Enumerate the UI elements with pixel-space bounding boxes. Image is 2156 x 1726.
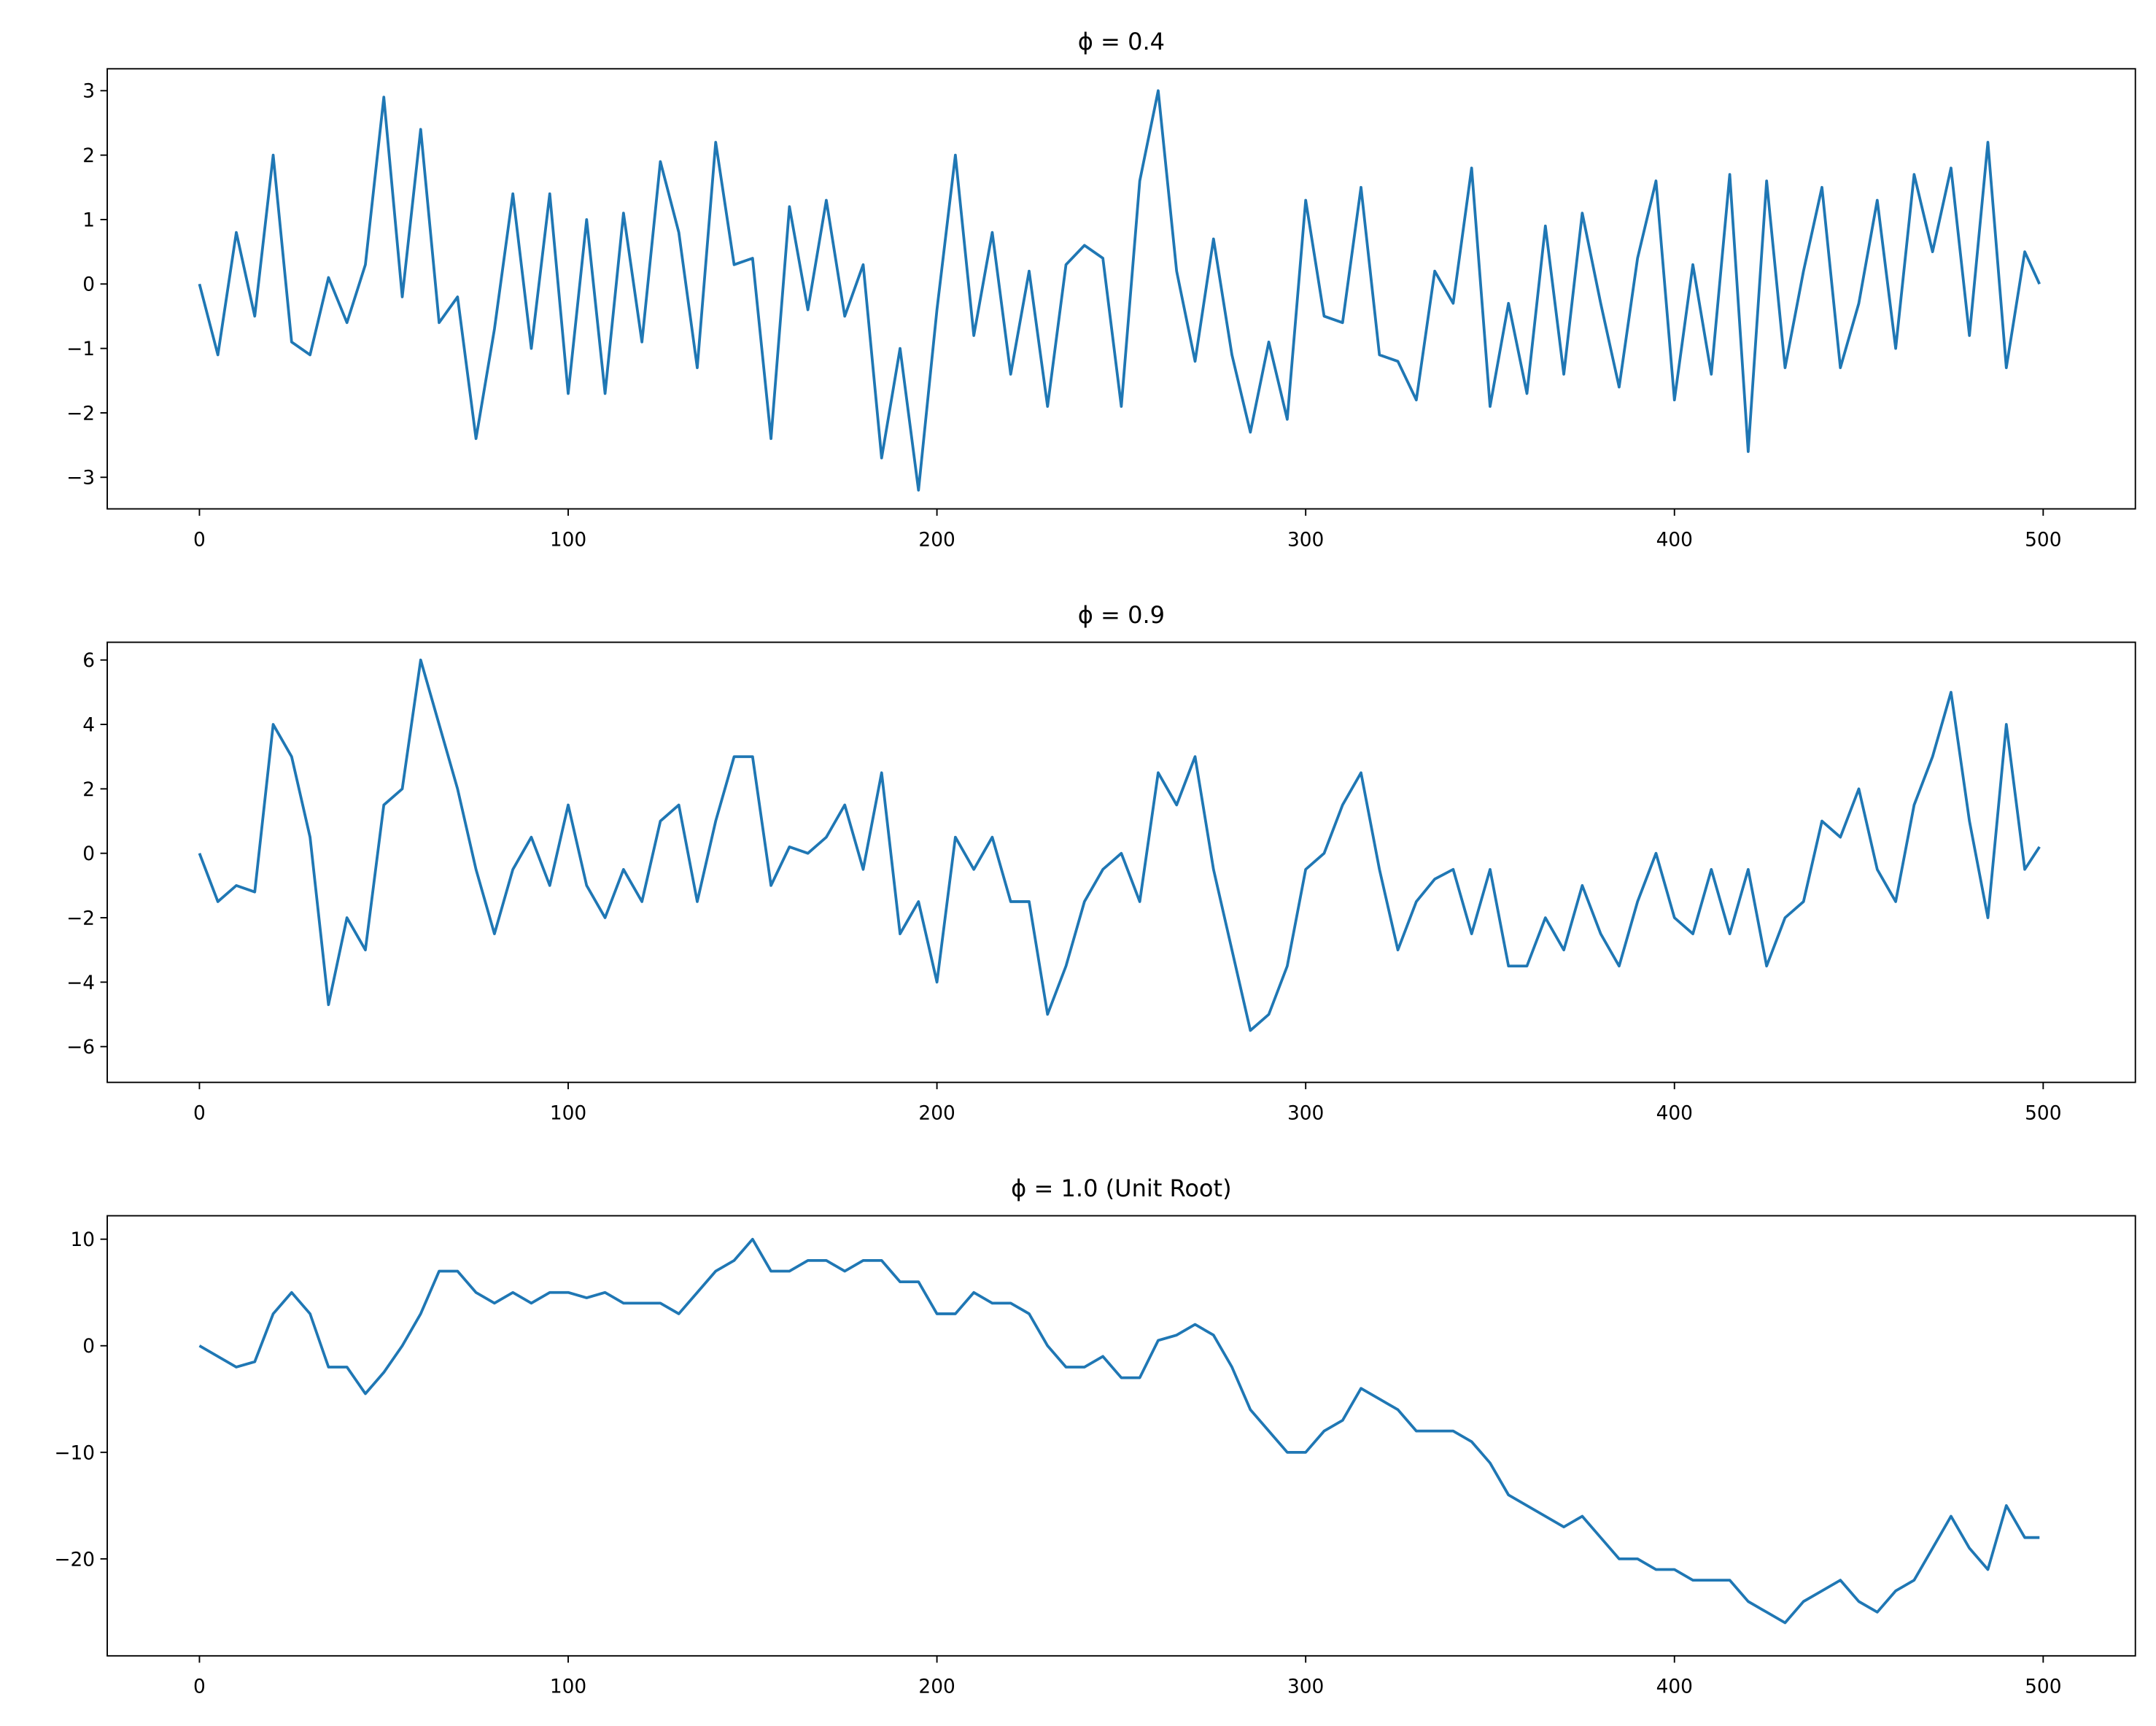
y-tick-label: 2 (82, 779, 95, 801)
x-tick-label: 200 (918, 1676, 955, 1698)
y-tick-label: −1 (66, 338, 95, 360)
y-tick-label: −2 (66, 403, 95, 425)
chart-title: ϕ = 0.4 (1078, 28, 1165, 55)
y-tick-label: −2 (66, 907, 95, 929)
axes-frame (106, 641, 2136, 1083)
x-tick-label: 400 (1656, 1103, 1693, 1125)
y-tick-label: 3 (82, 81, 95, 103)
y-tick-label: 1 (82, 209, 95, 231)
y-tick-label: −20 (54, 1549, 95, 1571)
x-tick-label: 100 (550, 529, 586, 551)
y-tick-label: 2 (82, 145, 95, 167)
x-tick-label: 500 (2025, 529, 2061, 551)
y-tick-label: −6 (66, 1037, 95, 1059)
y-tick-label: −4 (66, 972, 95, 994)
x-tick-label: 0 (193, 1103, 206, 1125)
y-tick-label: 0 (82, 843, 95, 865)
x-tick-label: 200 (918, 1103, 955, 1125)
series-line (198, 89, 2041, 492)
x-tick-label: 400 (1656, 1676, 1693, 1698)
chart-title: ϕ = 1.0 (Unit Root) (1011, 1174, 1231, 1202)
axes-frame (106, 68, 2136, 510)
y-tick-label: −10 (54, 1442, 95, 1464)
y-tick-label: 0 (82, 1336, 95, 1358)
x-tick-label: 200 (918, 529, 955, 551)
series-line (198, 1237, 2040, 1625)
x-tick-label: 0 (193, 529, 206, 551)
x-tick-label: 500 (2025, 1103, 2061, 1125)
y-tick-label: 4 (82, 714, 95, 736)
chart-title: ϕ = 0.9 (1078, 601, 1165, 629)
x-tick-label: 300 (1287, 1676, 1324, 1698)
x-tick-label: 300 (1287, 1103, 1324, 1125)
x-tick-label: 500 (2025, 1676, 2061, 1698)
x-tick-label: 300 (1287, 529, 1324, 551)
series-line (198, 658, 2041, 1032)
axes-frame (106, 1215, 2136, 1657)
y-tick-label: −3 (66, 468, 95, 489)
y-tick-label: 0 (82, 274, 95, 296)
x-tick-label: 100 (550, 1676, 586, 1698)
y-tick-label: 10 (71, 1229, 96, 1251)
x-tick-label: 0 (193, 1676, 206, 1698)
x-tick-label: 100 (550, 1103, 586, 1125)
y-tick-label: 6 (82, 650, 95, 672)
x-tick-label: 400 (1656, 529, 1693, 551)
